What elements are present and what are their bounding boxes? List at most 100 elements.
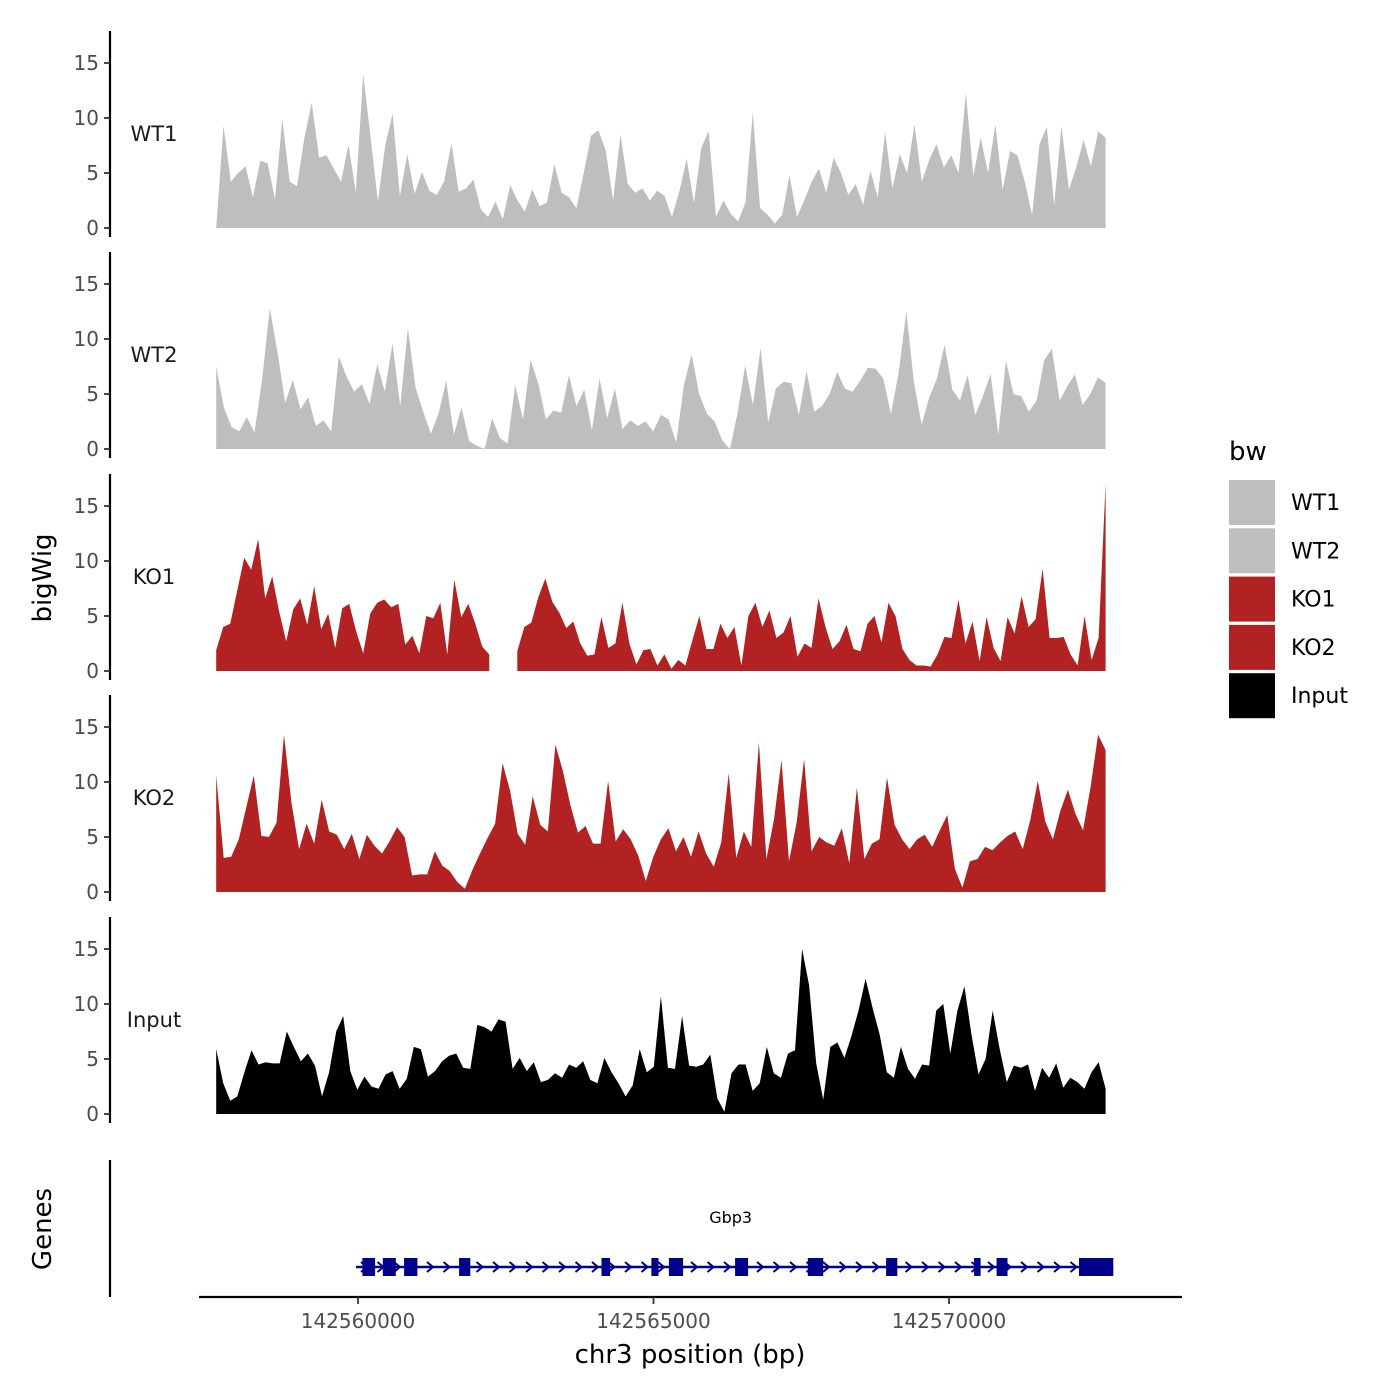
strand-arrow-icon (822, 1261, 831, 1273)
strand-arrow-icon (855, 1261, 864, 1273)
y-tick-label: 5 (86, 604, 99, 628)
gene-exon-4 (459, 1258, 471, 1276)
y-tick-label: 5 (86, 382, 99, 406)
legend-label-ko1: KO1 (1291, 588, 1336, 613)
y-tick-label: 5 (86, 825, 99, 849)
y-tick-label: 15 (74, 272, 99, 296)
y-axis-title: bigWig (28, 533, 58, 622)
y-tick-label: 15 (74, 715, 99, 739)
legend-key-wt2 (1229, 528, 1275, 574)
x-axis: 142560000 142565000 142570000 (199, 1295, 1182, 1333)
strand-arrow-icon (838, 1261, 848, 1273)
track-ko2: 0 5 10 15 KO2 (74, 695, 1106, 904)
strand-arrow-icon (640, 1261, 650, 1273)
strand-arrow-icon (525, 1261, 534, 1273)
legend: bw WT1 WT2 KO1 KO2 Input (1229, 437, 1348, 719)
strand-arrow-icon (1069, 1261, 1079, 1273)
x-tick-label: 142570000 (892, 1309, 1007, 1333)
track-label: WT2 (131, 343, 178, 367)
gene-exon-11 (974, 1258, 981, 1276)
strand-arrow-icon (541, 1261, 551, 1273)
strand-arrow-icon (558, 1261, 567, 1273)
y-tick-label: 5 (86, 161, 99, 185)
strand-arrow-icon (921, 1261, 930, 1273)
strand-arrow-icon (574, 1261, 584, 1273)
y-tick-label: 10 (74, 106, 99, 130)
y-tick-label: 5 (86, 1047, 99, 1071)
strand-arrow-icon (690, 1261, 699, 1273)
strand-arrow-icon (1020, 1261, 1029, 1273)
gene-exon-7 (668, 1258, 684, 1276)
track-wt2: 0 5 10 15 WT2 (74, 252, 1106, 461)
gene-exon-8 (735, 1258, 749, 1276)
legend-label-input: Input (1291, 684, 1348, 709)
legend-title: bw (1229, 437, 1267, 467)
gene-label: Gbp3 (709, 1208, 752, 1227)
strand-arrow-icon (591, 1261, 600, 1273)
track-ko1: 0 5 10 15 KO1 (74, 474, 1106, 683)
legend-key-input (1229, 673, 1275, 719)
track-label: Input (127, 1008, 181, 1032)
strand-arrow-icon (987, 1261, 996, 1273)
y-tick-label: 15 (74, 51, 99, 75)
x-tick-label: 142560000 (301, 1309, 416, 1333)
strand-arrow-icon (789, 1261, 798, 1273)
track-label: KO2 (133, 786, 176, 810)
y-tick-label: 0 (86, 216, 99, 240)
coverage-area-wt2-0 (216, 308, 1106, 449)
track-label: WT1 (131, 122, 178, 146)
strand-arrow-icon (492, 1261, 501, 1273)
strand-arrow-icon (904, 1261, 914, 1273)
strand-arrow-icon (442, 1261, 452, 1273)
gene-exon-2 (382, 1258, 396, 1276)
strand-arrow-icon (508, 1261, 518, 1273)
y-tick-label: 0 (86, 880, 99, 904)
y-tick-label: 0 (86, 659, 99, 683)
y-tick-label: 10 (74, 549, 99, 573)
strand-arrow-icon (723, 1261, 732, 1273)
y-tick-label: 10 (74, 327, 99, 351)
y-tick-label: 0 (86, 1102, 99, 1126)
legend-key-wt1 (1229, 480, 1275, 525)
strand-arrow-icon (706, 1261, 716, 1273)
strand-arrow-icon (937, 1261, 947, 1273)
strand-arrow-icon (954, 1261, 963, 1273)
strand-arrow-icon (871, 1261, 881, 1273)
gene-exon-9 (807, 1258, 824, 1276)
strand-arrow-icon (756, 1261, 765, 1273)
y-tick-label: 10 (74, 770, 99, 794)
legend-label-wt2: WT2 (1291, 539, 1340, 564)
gene-exon-13 (1079, 1258, 1114, 1276)
y-tick-label: 15 (74, 937, 99, 961)
genes-panel: Gbp3 (108, 1160, 1114, 1297)
gene-exon-6 (651, 1258, 659, 1276)
legend-key-ko2 (1229, 624, 1275, 670)
track-input: 0 5 10 15 Input (74, 917, 1106, 1126)
strand-arrow-icon (657, 1261, 666, 1273)
gene-exon-5 (601, 1258, 611, 1276)
gene-exon-1 (362, 1258, 376, 1276)
gene-exon-12 (996, 1258, 1008, 1276)
strand-arrow-icon (1053, 1261, 1062, 1273)
x-tick-label: 142565000 (596, 1309, 711, 1333)
strand-arrow-icon (475, 1261, 485, 1273)
y-tick-label: 15 (74, 494, 99, 518)
coverage-area-ko1-1 (517, 484, 1106, 671)
strand-arrow-icon (624, 1261, 633, 1273)
gene-gbp3: Gbp3 (356, 1208, 1114, 1276)
track-panels: 0 5 10 15 WT1 0 5 10 15 WT2 0 5 10 15 KO1 0 5 10 15 KO2 0 5 10… (74, 31, 1106, 1126)
coverage-area-input-0 (216, 949, 1106, 1114)
track-wt1: 0 5 10 15 WT1 (74, 31, 1106, 240)
legend-key-ko1 (1229, 576, 1275, 622)
y-tick-label: 10 (74, 992, 99, 1016)
coverage-area-wt1-0 (216, 74, 1106, 228)
strand-arrow-icon (393, 1261, 402, 1273)
y-tick-label: 0 (86, 437, 99, 461)
strand-arrow-icon (607, 1261, 617, 1273)
coverage-area-ko1-0 (216, 539, 490, 671)
strand-arrow-icon (426, 1261, 435, 1273)
coverage-area-ko2-0 (216, 734, 1106, 892)
legend-label-ko2: KO2 (1291, 636, 1336, 661)
gene-exon-10 (886, 1258, 898, 1276)
